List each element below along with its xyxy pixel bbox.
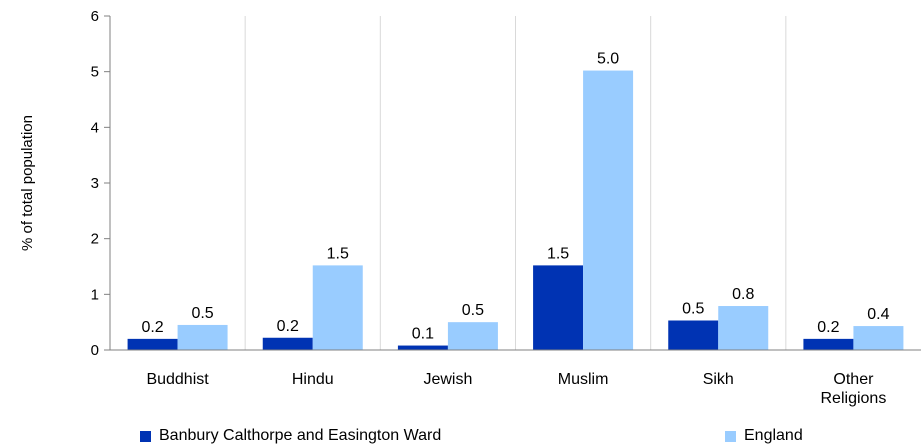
y-tick-label: 4 — [91, 119, 99, 136]
y-tick-label: 2 — [91, 231, 99, 248]
bar-series-0 — [668, 320, 719, 350]
bar-series-1 — [177, 324, 228, 350]
x-tick-label: Other — [833, 371, 874, 388]
data-label-series-0: 1.5 — [547, 245, 569, 262]
y-tick-label: 0 — [91, 342, 99, 359]
y-tick-label: 3 — [91, 175, 99, 192]
data-label-series-1: 1.5 — [327, 245, 349, 262]
legend-label-series-0: Banbury Calthorpe and Easington Ward — [159, 427, 442, 444]
data-label-series-1: 0.5 — [462, 302, 484, 319]
legend-swatch-series-0 — [140, 430, 151, 442]
bar-series-0 — [533, 265, 584, 350]
bar-series-1 — [718, 306, 769, 350]
bar-series-1 — [447, 322, 498, 350]
bar-series-1 — [312, 265, 363, 350]
x-tick-label: Jewish — [423, 371, 472, 388]
data-label-series-0: 0.5 — [682, 300, 704, 317]
legend-label-series-1: England — [744, 427, 803, 444]
bar-series-0 — [397, 345, 448, 350]
data-label-series-1: 0.4 — [867, 306, 889, 323]
y-tick-label: 1 — [91, 286, 99, 303]
data-label-series-1: 0.5 — [191, 305, 213, 322]
bar-series-1 — [853, 326, 904, 350]
legend-item-series-1: England — [725, 426, 803, 446]
data-label-series-0: 0.2 — [277, 318, 299, 335]
x-tick-label: Muslim — [558, 371, 609, 388]
bar-series-0 — [803, 338, 854, 350]
x-tick-label: Religions — [821, 390, 887, 407]
x-tick-label: Sikh — [703, 371, 734, 388]
y-tick-label: 6 — [91, 8, 99, 25]
y-tick-label: 5 — [91, 64, 99, 81]
y-axis-title: % of total population — [19, 115, 36, 251]
legend-swatch-series-1 — [725, 430, 736, 442]
legend-item-series-0: Banbury Calthorpe and Easington Ward — [140, 426, 441, 446]
data-label-series-0: 0.2 — [141, 319, 163, 336]
data-label-series-0: 0.1 — [412, 326, 434, 343]
x-tick-label: Buddhist — [146, 371, 209, 388]
data-label-series-1: 5.0 — [597, 51, 619, 68]
bar-series-0 — [262, 337, 313, 350]
data-label-series-1: 0.8 — [732, 286, 754, 303]
x-tick-label: Hindu — [292, 371, 334, 388]
bar-series-1 — [583, 70, 634, 350]
bar-series-0 — [127, 338, 178, 350]
data-label-series-0: 0.2 — [817, 319, 839, 336]
